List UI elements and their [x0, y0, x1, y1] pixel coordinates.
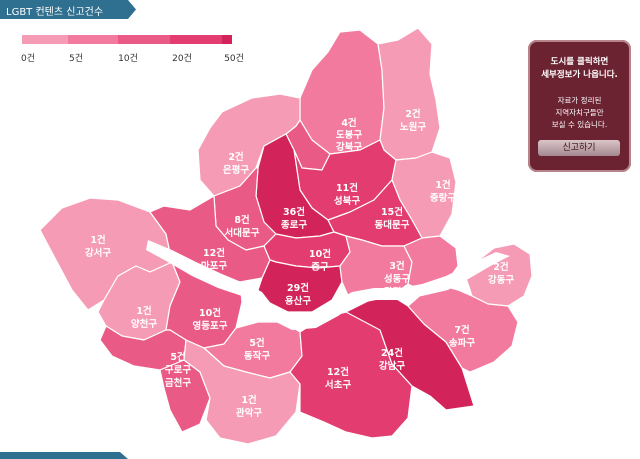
bottom-tab-shape — [0, 452, 128, 459]
label-seocho-name: 서초구 — [325, 379, 351, 391]
label-gangnam-count: 24건 — [381, 347, 403, 359]
info-line-4: 지역자치구들만 — [555, 108, 604, 117]
label-seongbuk-count: 11건 — [336, 182, 358, 194]
district-labels: 4건 도봉구 강북구 2건 노원구 2건 은평구 11건 성북구 1건 중랑구 … — [85, 108, 514, 419]
label-eunpyeong-name: 은평구 — [223, 164, 249, 176]
info-line-1: 도시를 클릭하면 — [550, 57, 609, 67]
info-line-5: 보실 수 있습니다. — [551, 120, 608, 129]
label-yangcheon-name: 양천구 — [131, 318, 157, 330]
info-line-2: 세부정보가 나옵니다. — [541, 70, 618, 80]
label-geumcheon-name: 금천구 — [165, 378, 191, 389]
legend-swatch-1 — [22, 35, 68, 44]
label-gwangjin-name: 광진구 — [384, 286, 410, 298]
label-jungnang-count: 1건 — [435, 179, 450, 191]
label-gwanak-count: 1건 — [241, 394, 256, 406]
legend: 0건 5건 10건 20건 50건 — [20, 35, 252, 65]
district-nowon[interactable] — [377, 27, 441, 161]
label-jung-count: 10건 — [309, 248, 331, 260]
legend-label-20: 20건 — [172, 54, 192, 64]
label-seodaemun-name: 서대문구 — [225, 227, 260, 239]
district-gwanak[interactable] — [183, 339, 301, 445]
label-songpa-count: 7건 — [454, 324, 469, 336]
label-gangbuk-name: 강북구 — [336, 141, 362, 153]
label-seongbuk-name: 성북구 — [334, 195, 360, 207]
legend-swatch-2 — [68, 35, 118, 44]
legend-label-5: 5건 — [68, 54, 84, 64]
label-jongno-name: 종로구 — [281, 220, 307, 231]
label-yongsan-count: 29건 — [287, 282, 309, 294]
title-tab-shape — [0, 0, 136, 19]
label-jungnang-name: 중랑구 — [430, 192, 456, 204]
info-heading: 도시를 클릭하면 세부정보가 나옵니다. — [528, 56, 631, 82]
legend-swatch-4 — [170, 35, 222, 44]
map-title: LGBT 컨텐츠 신고건수 — [6, 7, 104, 18]
label-dongdaemun-name: 동대문구 — [375, 219, 410, 231]
legend-label-10: 10건 — [118, 54, 138, 64]
label-nowon-count: 2건 — [405, 108, 420, 120]
label-seongdong-name: 성동구 — [384, 273, 410, 285]
han-river — [146, 240, 510, 330]
label-gangdong-name: 강동구 — [488, 274, 514, 286]
label-gangseo-count: 1건 — [90, 234, 105, 246]
map-title-tab: LGBT 컨텐츠 신고건수 — [0, 0, 140, 19]
label-mapo-count: 12건 — [203, 247, 225, 259]
legend-label-0: 0건 — [20, 54, 36, 64]
info-line-3: 자료가 정리된 — [557, 96, 602, 105]
label-eunpyeong-count: 2건 — [228, 151, 243, 163]
legend-swatch-5 — [222, 35, 232, 44]
label-yangcheon-count: 1건 — [136, 305, 151, 317]
label-dongjak-name: 동작구 — [244, 350, 270, 362]
label-yongsan-name: 용산구 — [285, 295, 311, 307]
label-jung-name: 중구 — [311, 262, 329, 273]
label-dongdaemun-count: 15건 — [381, 206, 403, 218]
label-guro-count: 5건 — [170, 351, 185, 363]
label-jongno-count: 36건 — [283, 206, 305, 218]
label-yeongdeungpo-name: 영등포구 — [193, 320, 228, 332]
label-songpa-name: 송파구 — [449, 337, 475, 349]
label-seongdong-count: 3건 — [389, 260, 404, 272]
label-guro-name: 구로구 — [165, 365, 191, 376]
info-panel: 도시를 클릭하면 세부정보가 나옵니다. 자료가 정리된 지역자치구들만 보실 … — [528, 40, 631, 172]
label-gwanak-name: 관악구 — [236, 407, 262, 419]
legend-swatch-3 — [118, 35, 170, 44]
label-nowon-name: 노원구 — [400, 121, 426, 133]
report-button[interactable]: 신고하기 — [538, 140, 620, 156]
label-yeongdeungpo-count: 10건 — [199, 307, 221, 319]
label-gangseo-name: 강서구 — [85, 247, 111, 259]
label-gangnam-name: 강남구 — [379, 360, 405, 372]
info-text: 자료가 정리된 지역자치구들만 보실 수 있습니다. — [528, 95, 631, 131]
label-dobong-name: 도봉구 — [336, 130, 362, 141]
label-mapo-name: 마포구 — [201, 260, 227, 272]
label-seodaemun-count: 8건 — [234, 214, 249, 226]
label-dobong-count: 4건 — [341, 117, 356, 129]
label-dongjak-count: 5건 — [249, 337, 264, 349]
label-seocho-count: 12건 — [327, 366, 349, 378]
legend-label-50: 50건 — [224, 54, 244, 64]
label-gangdong-count: 2건 — [493, 261, 508, 273]
